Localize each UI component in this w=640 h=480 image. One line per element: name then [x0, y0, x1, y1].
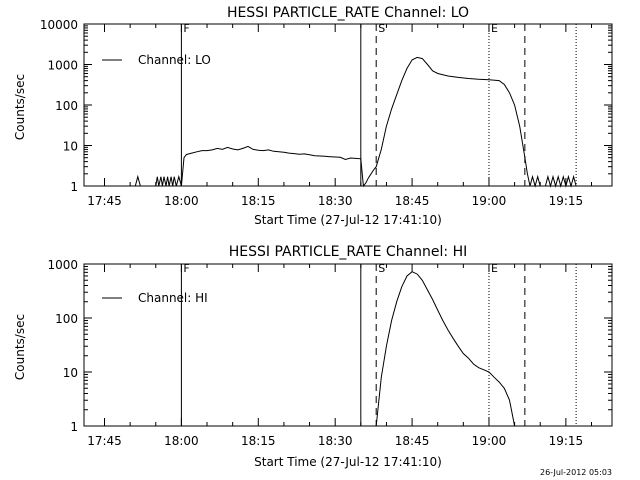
- rate-series-line: [375, 271, 516, 427]
- hi-channel-panel: HESSI PARTICLE_RATE Channel: HI Start Ti…: [13, 244, 613, 469]
- event-marker-label: S: [378, 22, 385, 35]
- x-tick-label: 19:00: [472, 434, 507, 448]
- event-marker-label: E: [491, 262, 498, 275]
- event-marker-label: E: [491, 22, 498, 35]
- x-tick-label: 19:15: [549, 194, 584, 208]
- lo-x-axis-title: Start Time (27-Jul-12 17:41:10): [254, 213, 442, 227]
- rate-series-line: [134, 56, 577, 188]
- lo-y-axis-title: Counts/sec: [13, 74, 27, 140]
- lo-channel-panel: HESSI PARTICLE_RATE Channel: LO Start Ti…: [13, 5, 613, 227]
- hi-chart-title: HESSI PARTICLE_RATE Channel: HI: [229, 244, 467, 260]
- x-tick-label: 17:45: [87, 434, 122, 448]
- lo-legend-label: Channel: LO: [138, 53, 211, 67]
- lo-chart-title: HESSI PARTICLE_RATE Channel: LO: [227, 5, 469, 21]
- x-tick-label: 18:45: [395, 194, 430, 208]
- x-tick-label: 18:30: [318, 194, 353, 208]
- y-tick-label: 100: [55, 99, 78, 113]
- x-tick-label: 18:15: [241, 194, 276, 208]
- y-tick-label: 10000: [40, 18, 78, 32]
- y-tick-label: 1000: [47, 59, 78, 73]
- event-marker-label: F: [183, 262, 189, 275]
- x-tick-label: 18:30: [318, 434, 353, 448]
- x-tick-label: 18:00: [164, 434, 199, 448]
- y-tick-label: 1: [70, 420, 78, 434]
- event-marker-label: F: [183, 22, 189, 35]
- x-tick-label: 19:15: [549, 434, 584, 448]
- plot-frame: [83, 263, 613, 427]
- hi-legend-label: Channel: HI: [138, 291, 208, 305]
- x-tick-label: 18:00: [164, 194, 199, 208]
- y-tick-label: 100: [55, 312, 78, 326]
- y-tick-label: 1: [70, 180, 78, 194]
- x-tick-label: 18:15: [241, 434, 276, 448]
- y-tick-label: 10: [63, 140, 78, 154]
- x-tick-label: 17:45: [87, 194, 122, 208]
- hi-x-axis-title: Start Time (27-Jul-12 17:41:10): [254, 455, 442, 469]
- y-tick-label: 10: [63, 366, 78, 380]
- plot-frame: [83, 23, 613, 187]
- event-marker-label: S: [378, 262, 385, 275]
- x-tick-label: 18:45: [395, 434, 430, 448]
- creation-date-stamp: 26-Jul-2012 05:03: [540, 468, 612, 477]
- y-tick-label: 1000: [47, 258, 78, 272]
- x-tick-label: 19:00: [472, 194, 507, 208]
- hi-y-axis-title: Counts/sec: [13, 314, 27, 380]
